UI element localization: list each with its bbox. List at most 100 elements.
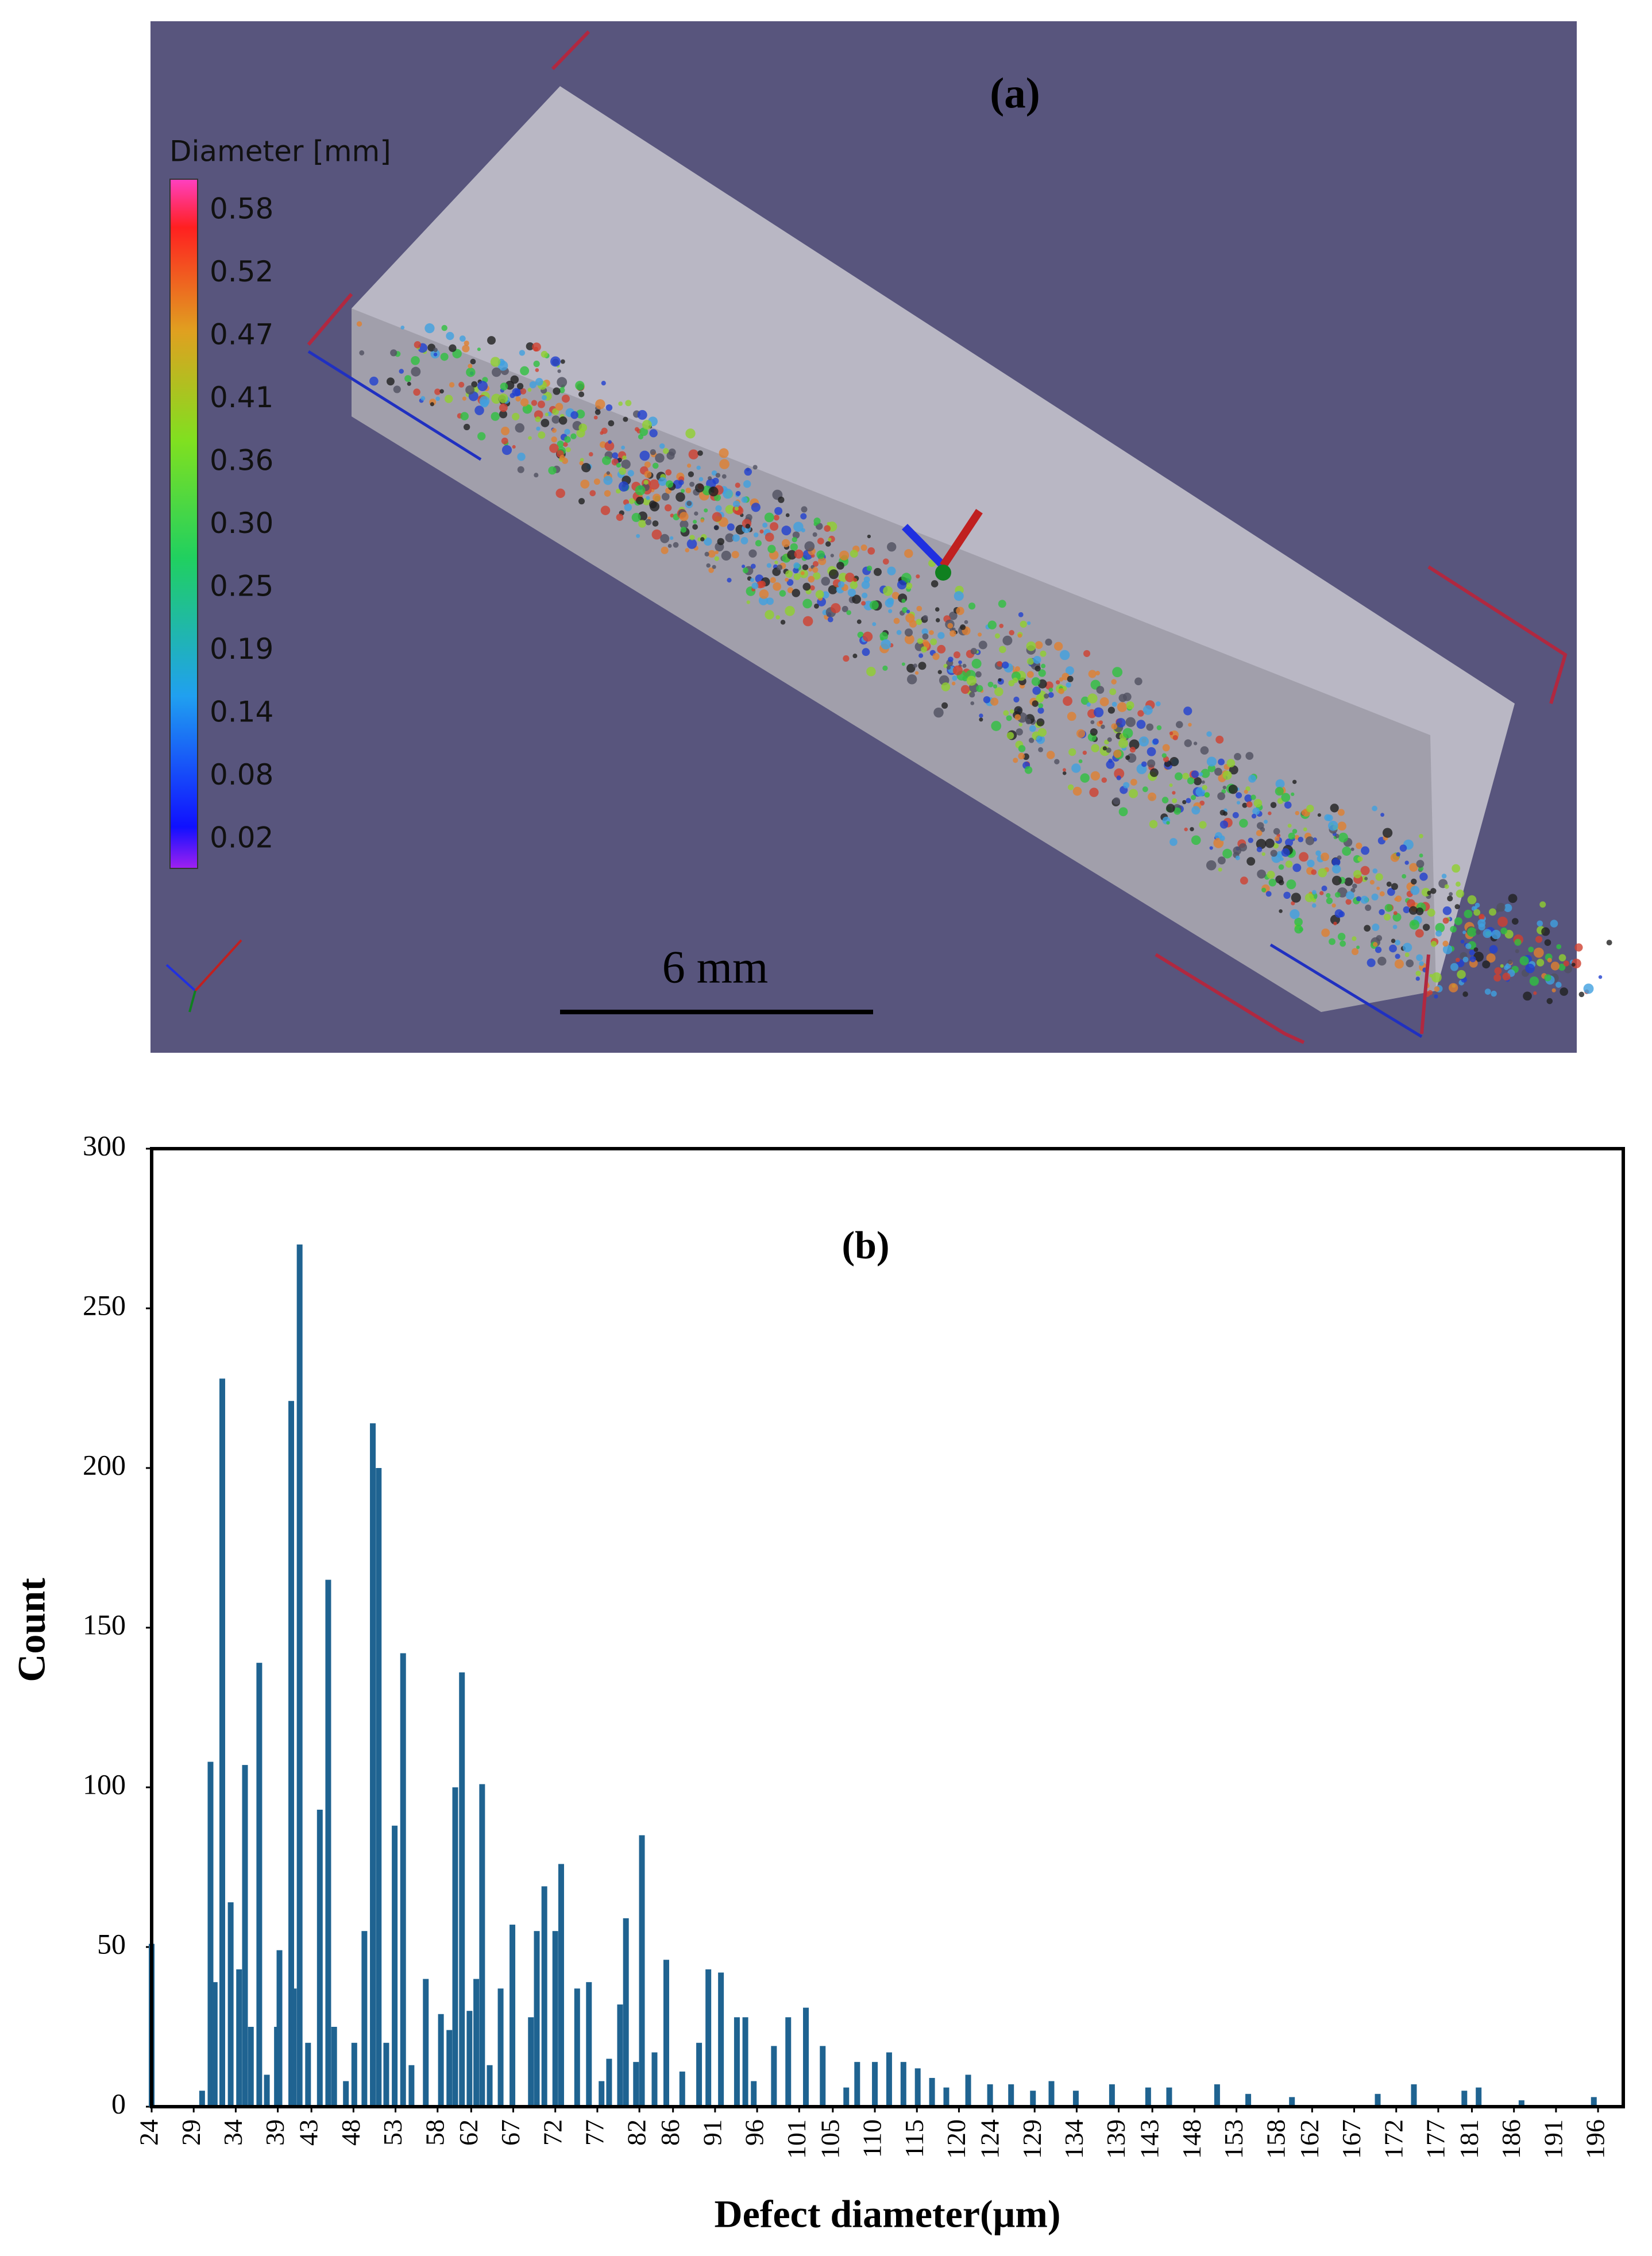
defect-dot (694, 511, 698, 516)
defect-dot (464, 340, 469, 346)
defect-dot (1431, 972, 1442, 983)
defect-dot (828, 538, 832, 542)
defect-dot (480, 399, 489, 408)
defect-dot (1116, 775, 1121, 781)
x-tick-label: 96 (740, 2119, 769, 2146)
defect-dot (1337, 933, 1346, 941)
defect-dot (1219, 809, 1226, 816)
defect-dot (604, 490, 611, 497)
bar (606, 2058, 612, 2107)
defect-dot (1430, 888, 1437, 894)
defect-dot (622, 455, 627, 460)
defect-dot (1399, 844, 1407, 852)
colorbar-tick-label: 0.02 (210, 821, 273, 855)
defect-dot (1149, 820, 1158, 829)
defect-dot (1096, 686, 1105, 694)
defect-dot (785, 605, 795, 616)
bar (965, 2075, 971, 2107)
defect-dot (369, 376, 379, 386)
bar (256, 1663, 263, 2107)
defect-dot (1482, 960, 1491, 969)
defect-dot (608, 440, 612, 444)
defect-dot (704, 551, 709, 557)
defect-dot (1126, 753, 1137, 763)
defect-dot (1395, 895, 1402, 902)
defect-dot (1114, 768, 1125, 779)
x-tick-label: 153 (1219, 2119, 1248, 2159)
defect-dot (1169, 757, 1179, 767)
defect-dot (715, 505, 722, 512)
defect-dot (669, 536, 674, 540)
defect-dot (801, 528, 805, 532)
defect-dot (962, 663, 967, 668)
defect-dot (688, 471, 694, 477)
x-tick-label: 134 (1059, 2119, 1089, 2159)
bar (351, 2042, 357, 2107)
bar (886, 2052, 892, 2107)
defect-dot (1147, 747, 1156, 756)
defect-dot (1090, 771, 1101, 781)
defect-dot (1408, 906, 1418, 915)
defect-dot (1334, 909, 1344, 918)
defect-dot (644, 461, 651, 468)
bar (558, 1864, 564, 2107)
defect-dot (1369, 880, 1375, 885)
defect-dot (1372, 805, 1377, 812)
x-tick-label: 86 (655, 2119, 685, 2146)
defect-dot (1537, 920, 1543, 927)
defect-dot (801, 506, 808, 513)
defect-dot (906, 663, 916, 673)
defect-dot (1372, 924, 1380, 932)
bar (751, 2081, 757, 2107)
defect-dot (1187, 777, 1195, 785)
defect-dot (1331, 857, 1341, 867)
defect-dot (528, 436, 532, 440)
defect-dot (1404, 952, 1410, 957)
defect-dot (742, 567, 749, 574)
defect-dot (693, 519, 697, 524)
defect-dot (1033, 655, 1041, 664)
bar (438, 2014, 444, 2107)
colorbar-tick-label: 0.14 (210, 696, 273, 729)
defect-dot (852, 594, 861, 604)
defect-dot (531, 400, 538, 406)
bar (248, 2027, 254, 2107)
x-tick-label: 34 (218, 2119, 248, 2146)
defect-dot (1326, 814, 1333, 821)
defect-dot (1059, 677, 1064, 682)
defect-dot (1544, 974, 1551, 982)
bar (376, 1468, 382, 2107)
defect-dot (1035, 665, 1041, 672)
defect-dot (535, 416, 541, 422)
defect-dot (1473, 906, 1478, 910)
defect-dot (1329, 938, 1336, 945)
defect-dot (548, 466, 557, 475)
defect-dot (636, 496, 644, 505)
defect-dot (1550, 961, 1560, 971)
defect-dot (685, 488, 692, 493)
bar (510, 1925, 516, 2107)
defect-dot (520, 398, 529, 407)
defect-dot (685, 428, 696, 439)
defect-dot (862, 648, 870, 656)
defect-dot (500, 426, 510, 435)
defect-dot (1337, 855, 1342, 860)
defect-dot (655, 453, 665, 463)
defect-dot (1267, 871, 1275, 879)
bar (361, 1931, 368, 2107)
defect-dot (541, 350, 548, 358)
defect-dot (1235, 855, 1240, 860)
defect-dot (578, 391, 585, 397)
defect-dot (1441, 874, 1447, 879)
bar (771, 2046, 777, 2107)
y-tick-label: 250 (83, 1289, 126, 1321)
defect-dot (534, 473, 539, 478)
bar (264, 2075, 270, 2107)
defect-dot (960, 685, 970, 694)
bar (617, 2004, 623, 2107)
bar (305, 2042, 311, 2107)
bar (534, 1931, 540, 2107)
defect-dot (970, 648, 977, 655)
defect-dot (627, 470, 634, 477)
defect-dot (1560, 987, 1568, 996)
